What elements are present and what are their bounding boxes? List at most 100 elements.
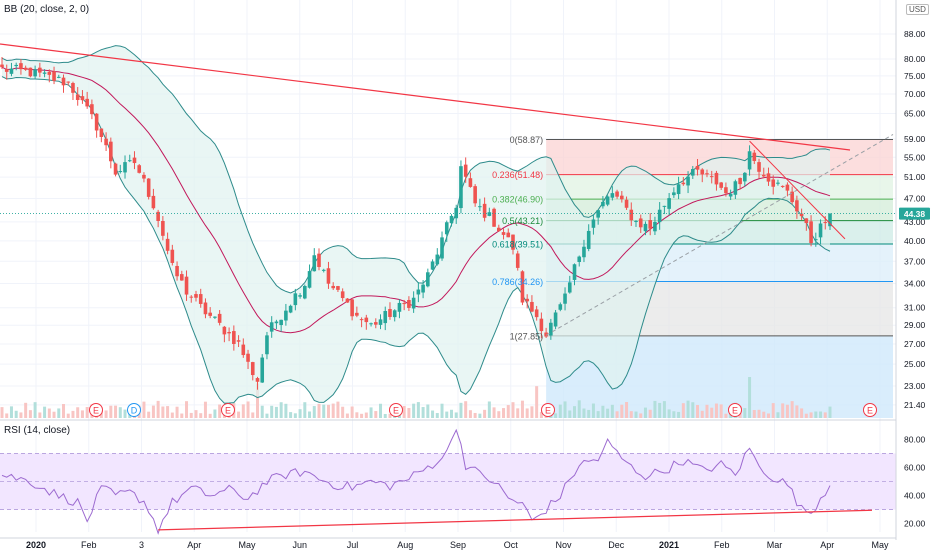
volume-bar bbox=[284, 403, 288, 418]
candle bbox=[355, 306, 359, 318]
price-tick-label: 40.00 bbox=[904, 236, 926, 246]
candle-body bbox=[497, 227, 501, 232]
candle bbox=[776, 179, 780, 186]
candle-body bbox=[350, 299, 354, 317]
candle bbox=[279, 319, 283, 332]
price-tick-label: 29.00 bbox=[904, 320, 926, 330]
rsi-indicator-label[interactable]: RSI (14, close) bbox=[4, 425, 71, 436]
price-tick-label: 80.00 bbox=[904, 54, 926, 64]
candle bbox=[724, 182, 728, 197]
volume-bar bbox=[752, 409, 756, 418]
volume-bar bbox=[449, 409, 453, 418]
candle-body bbox=[700, 169, 705, 175]
fib-labels: 0(58.87) 0.236(51.48) 0.382(46.90) 0.5(43.2… bbox=[492, 135, 543, 341]
candle bbox=[799, 208, 804, 220]
candle-body bbox=[345, 298, 350, 303]
volume-bar bbox=[374, 411, 378, 418]
volume-bar bbox=[52, 411, 56, 418]
candle bbox=[288, 304, 293, 314]
currency-label[interactable]: USD bbox=[906, 4, 929, 15]
candle bbox=[28, 67, 33, 78]
volume-bar bbox=[85, 406, 89, 418]
candle-body bbox=[165, 238, 170, 251]
earnings-marker-circle bbox=[221, 403, 235, 417]
candle-body bbox=[61, 77, 66, 86]
volume-bar bbox=[175, 406, 179, 418]
volume-bar bbox=[520, 400, 524, 418]
candle bbox=[388, 302, 392, 320]
candle-body bbox=[307, 271, 312, 288]
volume-bar bbox=[790, 401, 794, 418]
fib-level-label: 0.5(43.21) bbox=[502, 216, 543, 226]
candle-body bbox=[743, 172, 747, 182]
rsi-trendline bbox=[158, 509, 873, 531]
volume-bar bbox=[421, 407, 425, 418]
candle bbox=[766, 167, 771, 186]
time-tick-label: Apr bbox=[187, 540, 201, 550]
last-price-tag: 44.38 bbox=[899, 207, 930, 220]
candle-body bbox=[407, 299, 411, 308]
candle-body bbox=[761, 174, 766, 177]
candle-body bbox=[416, 289, 421, 295]
volume-bar bbox=[719, 404, 723, 418]
candle bbox=[814, 232, 818, 247]
candle-body bbox=[657, 209, 662, 223]
volume-bar bbox=[166, 406, 170, 418]
time-tick-label: Oct bbox=[504, 540, 519, 550]
candle-body bbox=[340, 291, 345, 299]
candle bbox=[790, 186, 794, 205]
volume-bar bbox=[407, 407, 411, 418]
candle-body bbox=[269, 322, 274, 332]
candle-body bbox=[99, 128, 104, 137]
candle-body bbox=[534, 309, 539, 318]
volume-bar bbox=[426, 404, 430, 418]
time-tick-label: Apr bbox=[820, 540, 834, 550]
candle bbox=[123, 155, 127, 179]
volume-bar bbox=[350, 406, 354, 418]
candle bbox=[497, 224, 501, 232]
volume-bar bbox=[795, 405, 799, 418]
candle bbox=[0, 56, 4, 69]
candle-body bbox=[818, 223, 823, 238]
candle bbox=[795, 195, 799, 219]
volume-bar bbox=[218, 404, 222, 418]
candle bbox=[326, 261, 331, 289]
candle bbox=[165, 232, 170, 255]
candle-body bbox=[421, 284, 425, 293]
candle-body bbox=[47, 71, 52, 75]
volume-bar bbox=[345, 413, 349, 418]
earnings-marker: E bbox=[541, 403, 555, 417]
candle-body bbox=[284, 310, 288, 321]
candle bbox=[662, 205, 667, 215]
candle bbox=[255, 376, 260, 390]
candle-body bbox=[676, 184, 681, 195]
volume-bar bbox=[402, 405, 406, 418]
price-tick-label: 70.00 bbox=[904, 89, 926, 99]
candle-body bbox=[90, 104, 94, 115]
volume-bar bbox=[634, 411, 638, 418]
candle bbox=[99, 128, 104, 143]
candle-body bbox=[113, 163, 118, 175]
volume-bar bbox=[700, 410, 704, 418]
candle bbox=[676, 176, 681, 200]
candle bbox=[66, 81, 71, 86]
candle-body bbox=[525, 298, 529, 302]
earnings-marker: E bbox=[221, 403, 235, 417]
candle bbox=[42, 69, 47, 78]
candle-body bbox=[492, 208, 496, 227]
volume-bar bbox=[322, 404, 326, 418]
bb-indicator-label[interactable]: BB (20, close, 2, 0) bbox=[4, 4, 90, 15]
candle-body bbox=[780, 185, 785, 187]
candle-body bbox=[402, 303, 406, 305]
volume-bar bbox=[667, 409, 671, 418]
candle bbox=[738, 177, 742, 190]
time-tick-label: Aug bbox=[397, 540, 413, 550]
earnings-marker-text: E bbox=[545, 406, 551, 416]
volume-bar bbox=[781, 403, 785, 418]
candle bbox=[672, 187, 676, 198]
candle bbox=[71, 81, 75, 100]
candle-body bbox=[771, 179, 776, 187]
price-tick-label: 25.00 bbox=[904, 359, 926, 369]
candle bbox=[539, 312, 544, 339]
